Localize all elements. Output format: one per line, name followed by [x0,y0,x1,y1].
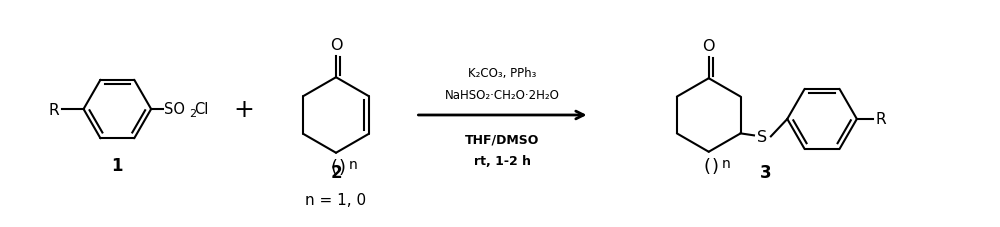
Text: 2: 2 [330,163,342,181]
Text: O: O [702,39,715,54]
Text: K₂CO₃, PPh₃: K₂CO₃, PPh₃ [468,67,537,79]
Text: rt, 1-2 h: rt, 1-2 h [474,155,531,168]
Text: ): ) [711,157,718,175]
Text: 2: 2 [189,109,197,119]
Text: O: O [330,38,342,53]
Text: n: n [349,157,358,171]
Text: (: ( [703,157,710,175]
Text: S: S [757,129,767,144]
Text: 1: 1 [112,156,123,174]
Text: +: + [233,98,254,121]
Text: SO: SO [164,101,185,116]
Text: R: R [48,102,59,117]
Text: ): ) [338,158,345,176]
Text: R: R [876,112,886,127]
Text: n: n [722,156,730,170]
Text: 3: 3 [760,163,771,181]
Text: NaHSO₂·CH₂O·2H₂O: NaHSO₂·CH₂O·2H₂O [445,88,560,101]
Text: Cl: Cl [194,101,208,116]
Text: (: ( [331,158,338,176]
Text: THF/DMSO: THF/DMSO [465,133,540,146]
Text: n = 1, 0: n = 1, 0 [305,192,367,207]
